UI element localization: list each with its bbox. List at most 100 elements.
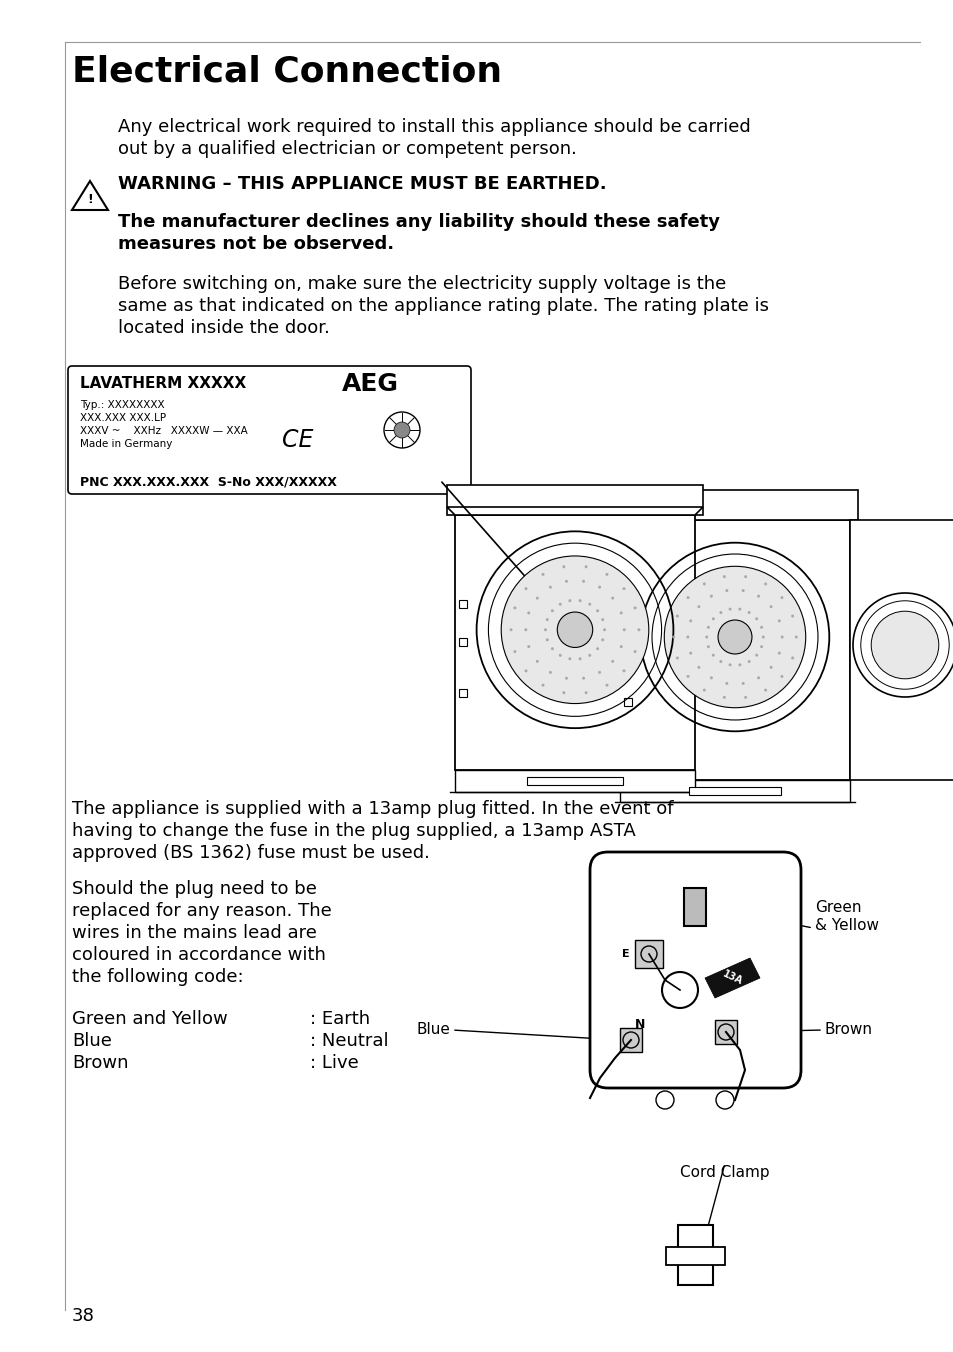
Circle shape [763,688,766,692]
Bar [623,646,631,654]
Text: E: E [621,949,629,959]
Circle shape [598,585,600,588]
Bar [635,940,662,968]
Bar [612,489,857,521]
Circle shape [743,696,746,699]
Circle shape [740,681,744,685]
Circle shape [724,589,727,592]
Circle shape [675,657,679,660]
Bar [458,638,467,646]
Circle shape [777,652,780,654]
Circle shape [558,603,561,606]
Circle shape [550,610,554,612]
Bar [678,1225,712,1284]
Circle shape [697,665,700,669]
Circle shape [545,618,548,621]
Circle shape [777,619,780,622]
Circle shape [562,565,565,568]
Text: The appliance is supplied with a 13amp plug fitted. In the event of: The appliance is supplied with a 13amp p… [71,800,673,818]
Text: LAVATHERM XXXXX: LAVATHERM XXXXX [80,376,246,391]
Circle shape [581,580,584,583]
Circle shape [527,645,530,648]
Circle shape [688,619,692,622]
Circle shape [724,681,727,685]
Bar [619,521,849,780]
Bar [458,600,467,608]
Text: & Yellow: & Yellow [814,918,878,933]
Circle shape [513,650,516,653]
Bar [683,888,705,926]
Circle shape [711,618,714,621]
Circle shape [524,669,527,672]
Circle shape [780,596,782,599]
Bar [619,1028,641,1052]
Text: CE: CE [282,429,313,452]
Circle shape [755,653,758,657]
Circle shape [722,696,725,699]
Circle shape [513,607,516,610]
Text: : Live: : Live [310,1055,358,1072]
Circle shape [738,664,740,667]
Circle shape [527,611,530,614]
Text: 13A: 13A [720,969,744,987]
Bar [455,771,695,792]
Text: Should the plug need to be: Should the plug need to be [71,880,316,898]
Circle shape [706,626,709,629]
Circle shape [541,684,544,687]
Circle shape [760,626,762,629]
Text: Electrical Connection: Electrical Connection [71,55,501,89]
Circle shape [709,595,712,598]
Text: WARNING – THIS APPLIANCE MUST BE EARTHED.: WARNING – THIS APPLIANCE MUST BE EARTHED… [118,174,606,193]
Circle shape [598,671,600,673]
Circle shape [568,599,571,602]
Circle shape [605,573,608,576]
Text: approved (BS 1362) fuse must be used.: approved (BS 1362) fuse must be used. [71,844,430,863]
Circle shape [697,606,700,608]
Circle shape [578,657,581,660]
Circle shape [558,654,561,657]
Circle shape [637,629,639,631]
Circle shape [605,684,608,687]
Text: XXXV ~    XXHz   XXXXW — XXA: XXXV ~ XXHz XXXXW — XXA [80,426,248,435]
Circle shape [509,629,512,631]
Bar [526,777,622,786]
Circle shape [596,610,598,612]
Circle shape [633,607,636,610]
Text: : Neutral: : Neutral [310,1032,388,1051]
Polygon shape [447,507,702,515]
Circle shape [686,675,689,677]
Text: coloured in accordance with: coloured in accordance with [71,946,326,964]
Circle shape [688,652,692,654]
Bar [688,787,781,795]
Circle shape [780,675,782,677]
Bar [458,690,467,698]
Circle shape [760,645,762,648]
Circle shape [769,665,772,669]
Circle shape [557,612,592,648]
Circle shape [633,650,636,653]
Circle shape [763,583,766,585]
Circle shape [596,648,598,650]
Bar [849,521,953,780]
Bar [447,485,702,515]
Text: : Earth: : Earth [310,1010,370,1028]
Circle shape [870,611,938,679]
Circle shape [602,629,605,631]
Circle shape [600,618,603,621]
Text: Before switching on, make sure the electricity supply voltage is the: Before switching on, make sure the elect… [118,274,725,293]
Circle shape [588,654,591,657]
FancyBboxPatch shape [68,366,471,493]
Circle shape [702,583,705,585]
Circle shape [524,587,527,589]
Circle shape [757,595,760,598]
Text: measures not be observed.: measures not be observed. [118,235,394,253]
Circle shape [536,660,538,662]
Circle shape [722,575,725,579]
Text: The manufacturer declines any liability should these safety: The manufacturer declines any liability … [118,214,720,231]
Text: Any electrical work required to install this appliance should be carried: Any electrical work required to install … [118,118,750,137]
Circle shape [394,422,410,438]
Text: Brown: Brown [71,1055,129,1072]
Circle shape [548,585,552,588]
Text: Blue: Blue [416,1022,450,1037]
Text: the following code:: the following code: [71,968,243,986]
